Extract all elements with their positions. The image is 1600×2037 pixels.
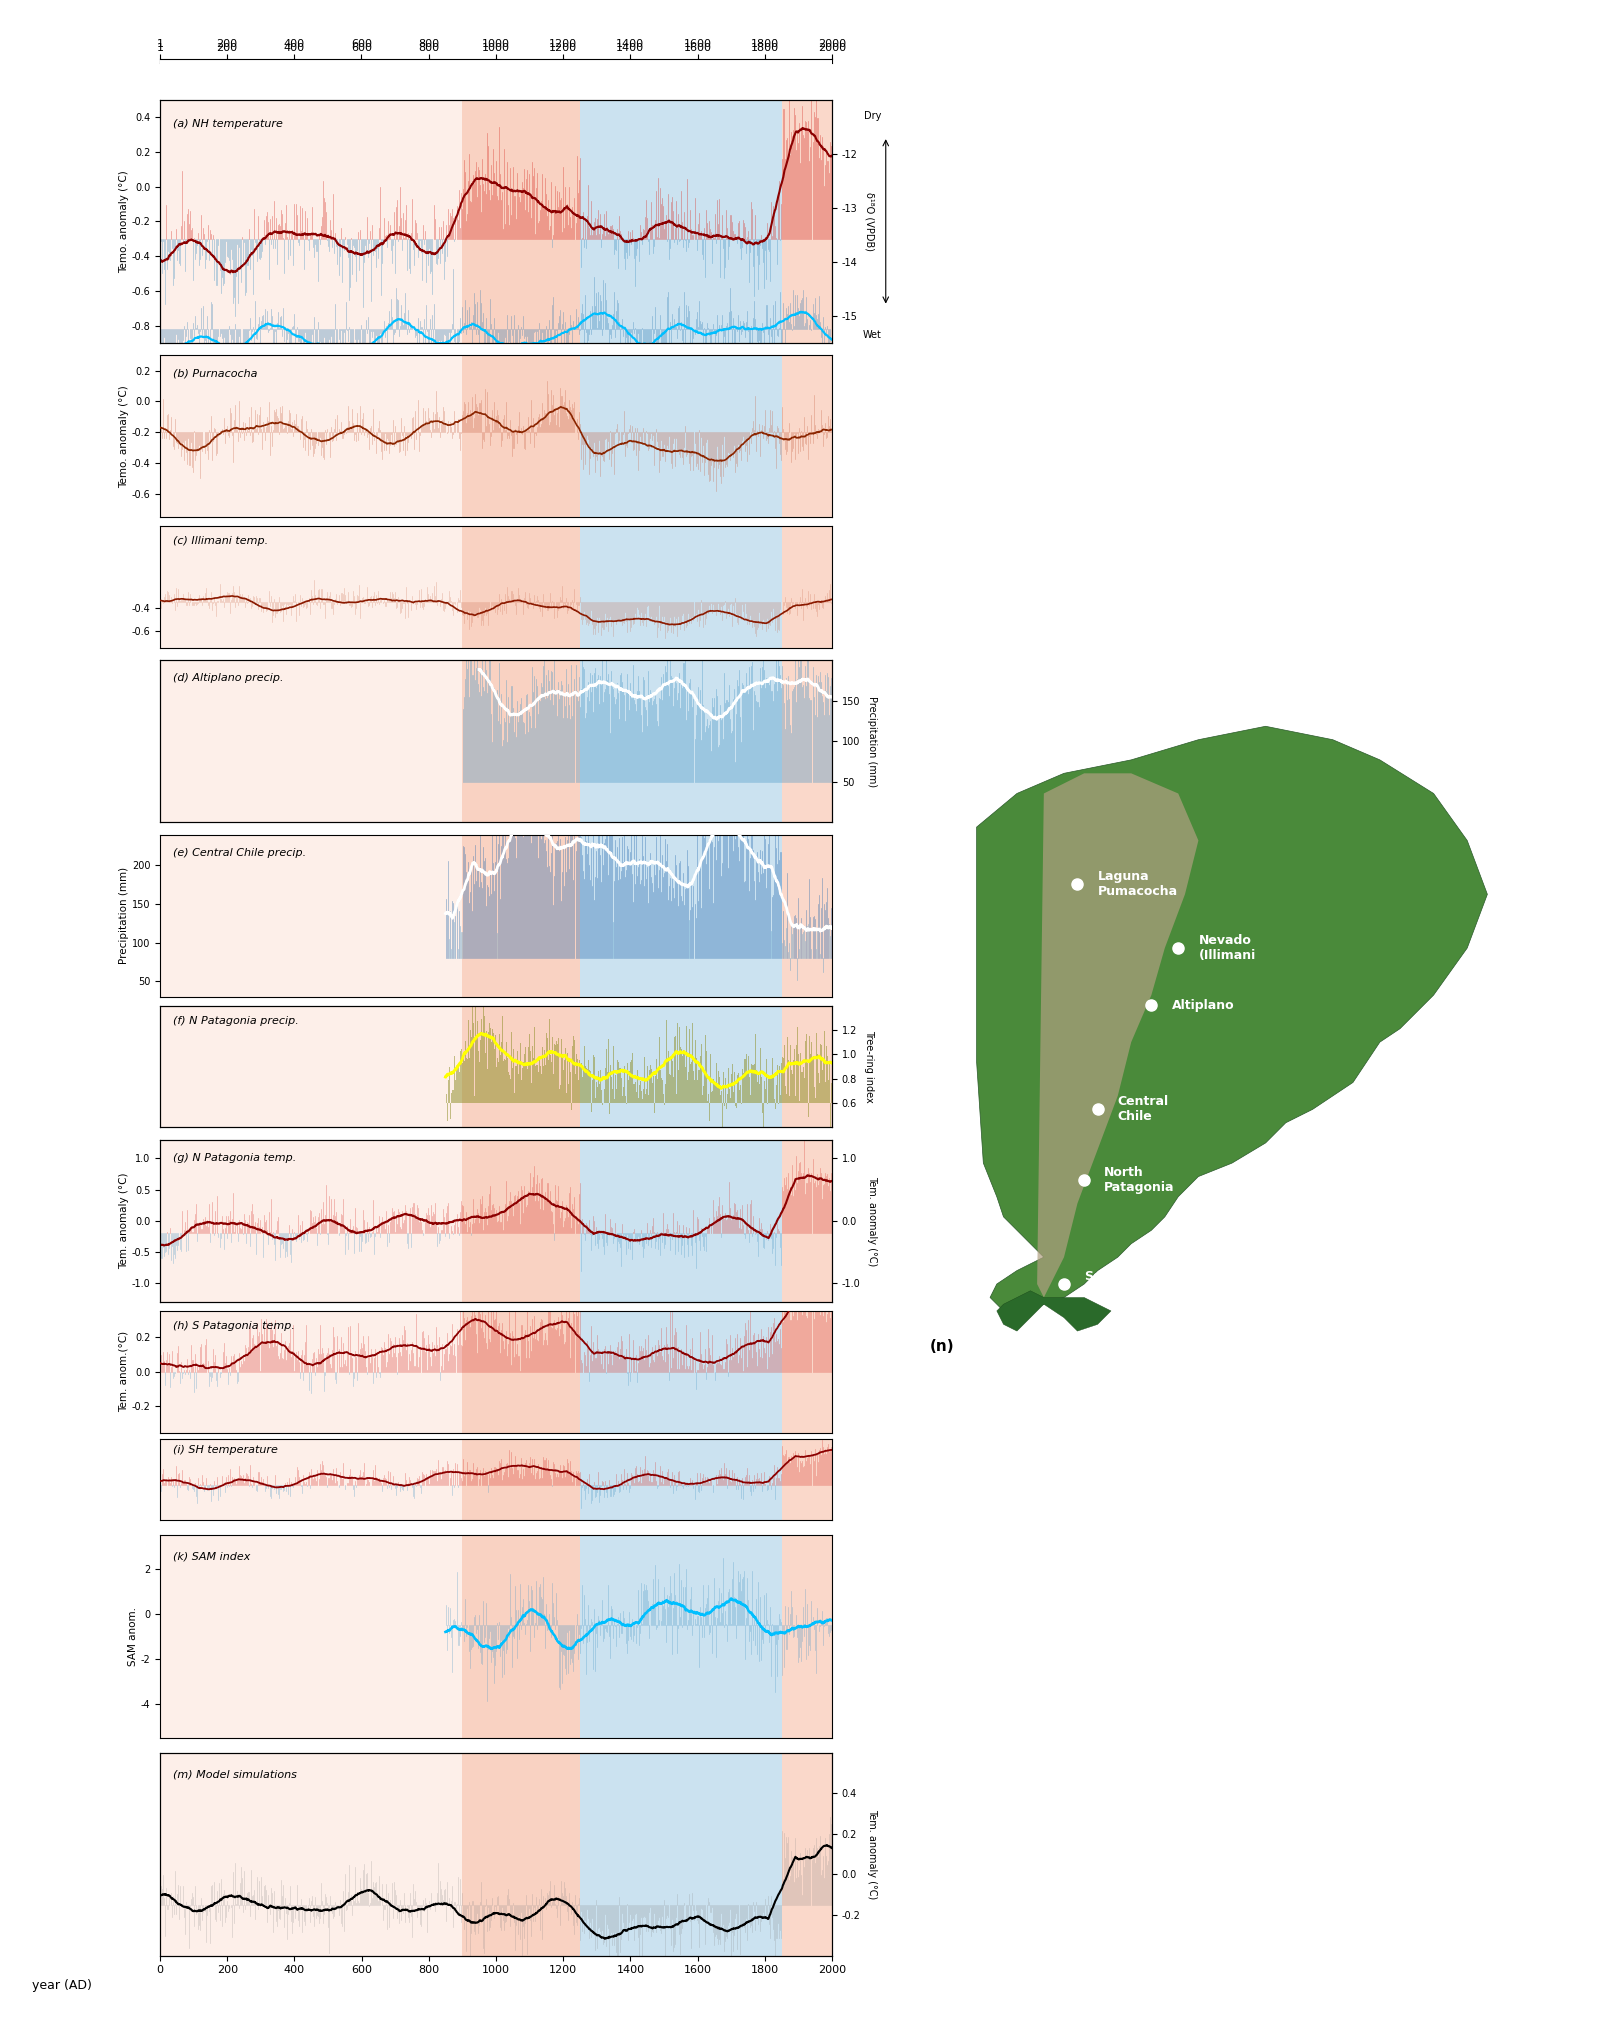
Text: Altiplano: Altiplano <box>1171 998 1234 1012</box>
Text: (e) Central Chile precip.: (e) Central Chile precip. <box>173 847 307 858</box>
Bar <box>781 835 832 996</box>
Y-axis label: Tem. anomaly (°C): Tem. anomaly (°C) <box>867 1175 877 1265</box>
Polygon shape <box>997 1291 1110 1330</box>
Bar <box>160 1536 462 1738</box>
Bar <box>781 1536 832 1738</box>
Text: (f) N Patagonia precip.: (f) N Patagonia precip. <box>173 1016 299 1025</box>
Polygon shape <box>1037 774 1198 1298</box>
Bar <box>579 660 781 823</box>
Bar <box>579 1754 782 1956</box>
Bar <box>160 1312 462 1432</box>
Bar <box>160 354 462 517</box>
Bar <box>579 1006 781 1126</box>
Bar <box>579 1139 781 1302</box>
Bar <box>579 835 781 996</box>
Bar <box>160 1139 462 1302</box>
Bar <box>781 354 832 517</box>
Bar <box>160 1438 462 1520</box>
Bar <box>462 1139 579 1302</box>
Text: Laguna
Pumacocha: Laguna Pumacocha <box>1098 870 1178 898</box>
Y-axis label: Temo. anomaly (°C): Temo. anomaly (°C) <box>118 169 128 273</box>
Bar <box>462 660 579 823</box>
Bar <box>781 660 832 823</box>
Text: Wet: Wet <box>862 330 882 340</box>
Text: (b) Purnacocha: (b) Purnacocha <box>173 369 258 379</box>
Bar <box>579 1438 781 1520</box>
Text: year (AD): year (AD) <box>32 1980 91 1992</box>
Bar <box>781 1438 832 1520</box>
Bar <box>579 1536 781 1738</box>
Y-axis label: Tem. anomaly (°C): Tem. anomaly (°C) <box>118 1173 128 1269</box>
Text: Nevado
(Illimani: Nevado (Illimani <box>1198 935 1256 961</box>
Text: (n): (n) <box>930 1338 954 1355</box>
Text: Dry: Dry <box>864 112 882 122</box>
Text: (h) S Patagonia temp.: (h) S Patagonia temp. <box>173 1320 296 1330</box>
Y-axis label: Tem. anomaly (°C): Tem. anomaly (°C) <box>867 1809 877 1898</box>
Y-axis label: δ¹⁸O (VPDB): δ¹⁸O (VPDB) <box>864 191 874 251</box>
Bar <box>160 1754 462 1956</box>
Y-axis label: Tree-ring index: Tree-ring index <box>864 1031 874 1102</box>
Text: North
Patagonia: North Patagonia <box>1104 1165 1174 1194</box>
Bar <box>462 1536 579 1738</box>
Text: MCA: MCA <box>470 73 509 88</box>
Bar <box>462 526 579 648</box>
Bar <box>160 100 462 342</box>
Bar <box>579 526 781 648</box>
Bar <box>579 354 781 517</box>
Text: (g) N Patagonia temp.: (g) N Patagonia temp. <box>173 1153 296 1163</box>
Bar <box>160 526 462 648</box>
Bar <box>160 660 462 823</box>
Text: (i) SH temperature: (i) SH temperature <box>173 1444 278 1454</box>
Bar <box>782 1754 832 1956</box>
Text: South
Patagonia: South Patagonia <box>1085 1269 1155 1298</box>
Y-axis label: Tem. anom.(°C): Tem. anom.(°C) <box>118 1330 128 1412</box>
Polygon shape <box>976 727 1488 1318</box>
Text: (d) Altiplano precip.: (d) Altiplano precip. <box>173 672 283 682</box>
Y-axis label: Temo. anomaly (°C): Temo. anomaly (°C) <box>118 385 128 487</box>
Bar <box>462 1438 579 1520</box>
Bar <box>462 1312 579 1432</box>
Bar <box>781 526 832 648</box>
Text: Central
Chile: Central Chile <box>1118 1096 1170 1122</box>
Bar <box>579 100 781 342</box>
Bar <box>160 1006 462 1126</box>
Text: (m) Model simulations: (m) Model simulations <box>173 1768 298 1778</box>
Text: LIA: LIA <box>618 73 643 88</box>
Text: (k) SAM index: (k) SAM index <box>173 1550 251 1560</box>
Text: CWP: CWP <box>765 73 805 88</box>
Bar <box>781 1006 832 1126</box>
Bar <box>462 835 579 996</box>
Bar <box>462 100 579 342</box>
Bar <box>781 1139 832 1302</box>
Y-axis label: Precipitation (mm): Precipitation (mm) <box>867 697 877 786</box>
Bar <box>462 1754 579 1956</box>
Bar <box>160 835 462 996</box>
Text: (a) NH temperature: (a) NH temperature <box>173 120 283 128</box>
Bar <box>462 354 579 517</box>
Bar <box>781 1312 832 1432</box>
Bar <box>781 100 832 342</box>
Bar <box>462 1006 579 1126</box>
Y-axis label: Precipitation (mm): Precipitation (mm) <box>118 868 130 964</box>
Text: (c) Illimani temp.: (c) Illimani temp. <box>173 536 269 546</box>
Bar <box>579 1312 781 1432</box>
Y-axis label: SAM anom.: SAM anom. <box>128 1607 138 1666</box>
